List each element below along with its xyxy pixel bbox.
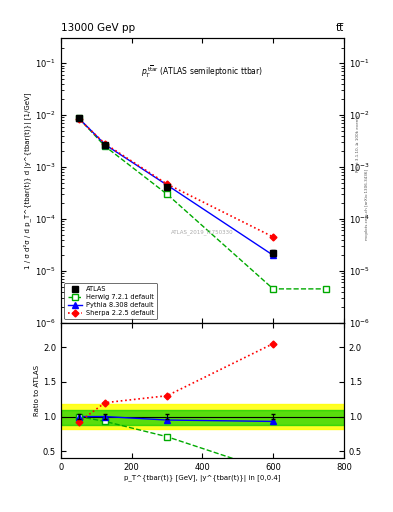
Text: Rivet 3.1.10, ≥ 100k events: Rivet 3.1.10, ≥ 100k events — [356, 115, 360, 172]
X-axis label: p_T^{tbar(t)} [GeV], |y^{tbar(t)}| in [0,0.4]: p_T^{tbar(t)} [GeV], |y^{tbar(t)}| in [0… — [124, 475, 281, 482]
Text: 13000 GeV pp: 13000 GeV pp — [61, 23, 135, 33]
Legend: ATLAS, Herwig 7.2.1 default, Pythia 8.308 default, Sherpa 2.2.5 default: ATLAS, Herwig 7.2.1 default, Pythia 8.30… — [64, 283, 157, 319]
Text: $p_T^{\,\mathregular{t\overline{t}ar}}$ (ATLAS semileptonic ttbar): $p_T^{\,\mathregular{t\overline{t}ar}}$ … — [141, 64, 263, 80]
Y-axis label: Ratio to ATLAS: Ratio to ATLAS — [34, 365, 40, 416]
Text: ATLAS_2019_I1750330: ATLAS_2019_I1750330 — [171, 229, 234, 234]
Text: tt̅: tt̅ — [336, 23, 344, 33]
Text: mcplots.cern.ch [arXiv:1306.3436]: mcplots.cern.ch [arXiv:1306.3436] — [365, 169, 369, 240]
Y-axis label: 1 / σ d²σ / d p_T^{tbar(t)} d |y^{tbar(t)}| [1/GeV]: 1 / σ d²σ / d p_T^{tbar(t)} d |y^{tbar(t… — [24, 92, 32, 269]
